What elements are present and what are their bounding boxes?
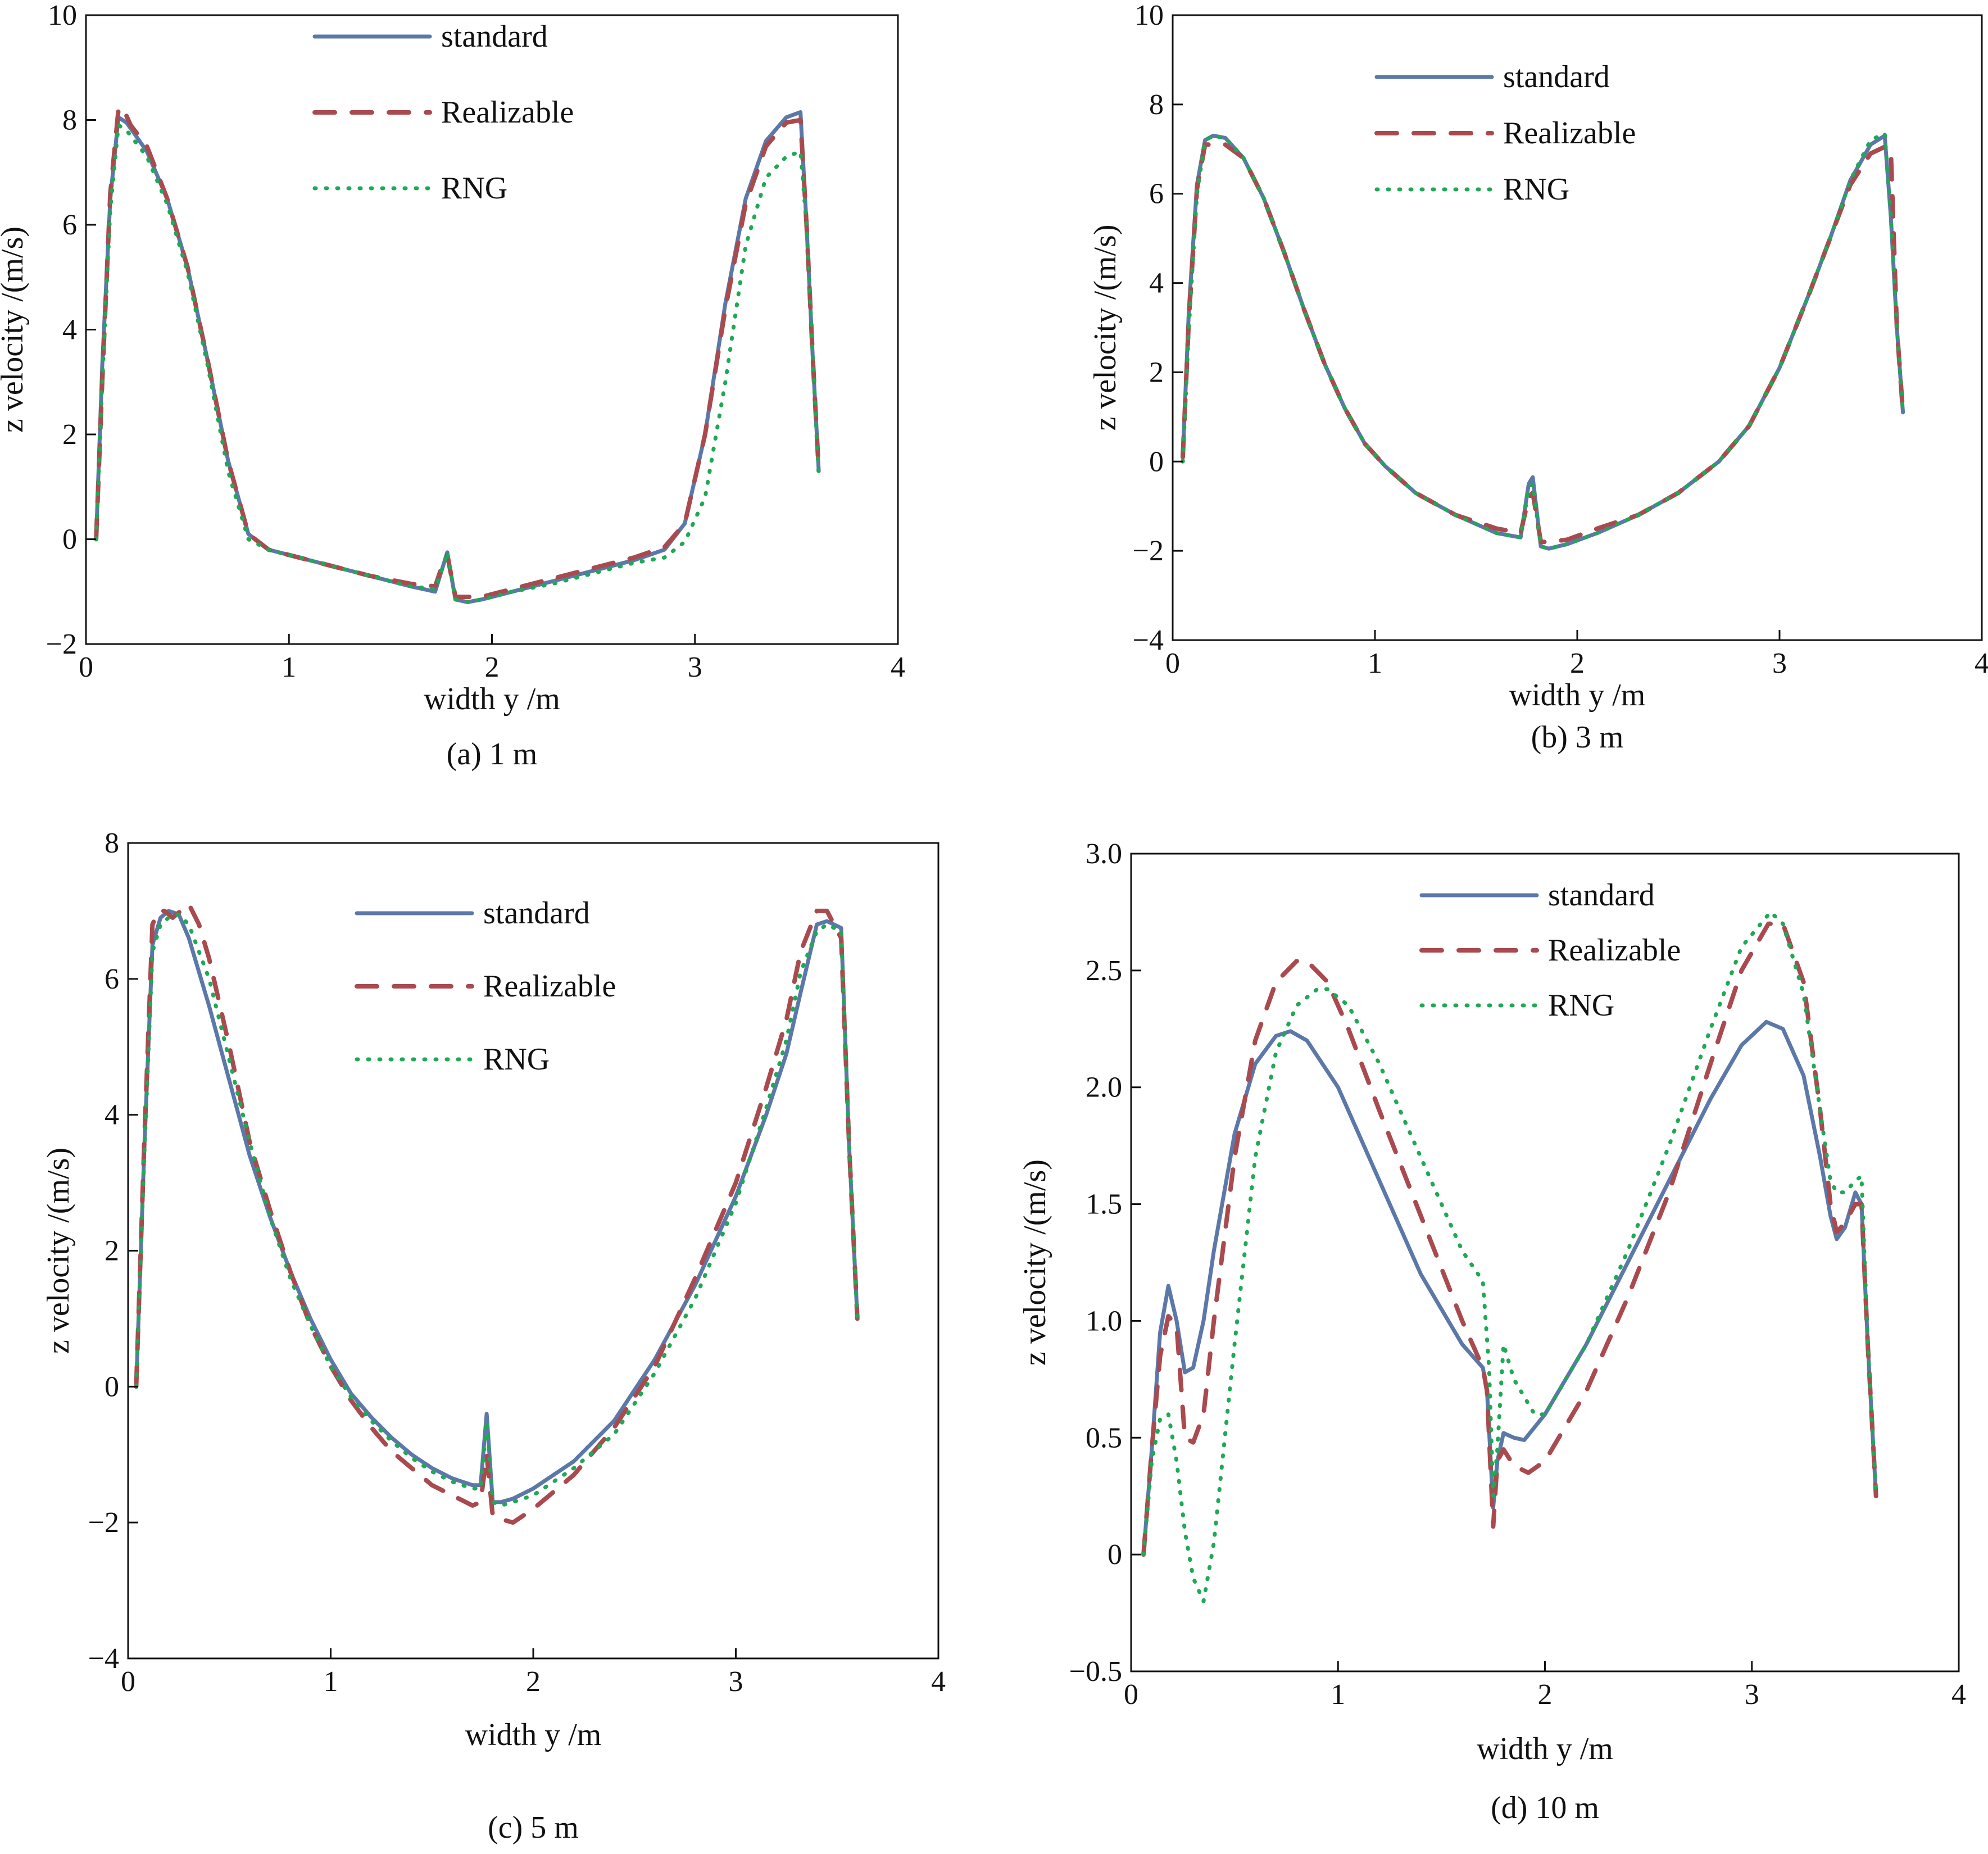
y-tick-label: 4	[105, 1099, 119, 1131]
legend: standard Realizable RNG	[1419, 878, 1681, 1023]
y-tick-label: −4	[1133, 624, 1164, 656]
series-line-realizable	[1141, 921, 1878, 1557]
y-tick-label: 10	[48, 0, 77, 31]
x-tick-label: 2	[1570, 647, 1585, 679]
x-tick-label: 2	[526, 1666, 541, 1698]
y-axis-label: z velocity /(m/s)	[41, 1148, 76, 1354]
legend-label-rng: RNG	[1548, 988, 1614, 1023]
y-tick-label: 2.0	[1086, 1072, 1122, 1104]
x-tick-label: 2	[485, 651, 500, 683]
legend-label-rng: RNG	[441, 171, 507, 206]
plot-frame	[127, 842, 939, 1660]
series-line-standard	[1141, 1019, 1878, 1557]
x-axis-label: width y /m	[424, 682, 560, 717]
y-tick-label: −2	[88, 1507, 119, 1539]
y-tick-label: −4	[88, 1643, 119, 1675]
y-tick-label: 8	[105, 827, 119, 859]
y-tick-label: 0	[105, 1371, 119, 1403]
panel-c: 0 1 2 3 4 −4 −2 0 2 4 6 8 width y /m z velocity /(m/s…	[41, 827, 946, 1845]
y-tick-label: 2.5	[1086, 955, 1122, 987]
y-tick-label: 6	[62, 209, 77, 241]
x-tick-label: 4	[931, 1666, 946, 1698]
y-tick-label: 0	[1108, 1539, 1122, 1571]
legend-label-realizable: Realizable	[1503, 116, 1636, 151]
x-tick-label: 3	[729, 1666, 743, 1698]
legend: standard Realizable RNG	[355, 896, 616, 1077]
panel-caption: (c) 5 m	[488, 1810, 579, 1845]
y-tick-label: 0	[62, 524, 77, 556]
x-tick-label: 4	[891, 651, 905, 683]
y-tick-label: 8	[62, 105, 77, 137]
legend: standard Realizable RNG	[1374, 60, 1636, 207]
series-line-realizable	[134, 901, 860, 1525]
y-tick-label: 1.5	[1086, 1189, 1122, 1221]
x-tick-label: 0	[79, 651, 93, 683]
x-tick-label: 1	[1368, 647, 1382, 679]
plot-frame	[1130, 853, 1960, 1672]
x-tick-label: 2	[1538, 1679, 1553, 1711]
series-line-rng	[1141, 910, 1878, 1603]
y-tick-label: 8	[1149, 89, 1164, 121]
y-axis-label: z velocity /(m/s)	[0, 226, 30, 433]
y-tick-label: 2	[62, 419, 77, 451]
x-axis-label: width y /m	[1477, 1731, 1613, 1766]
legend-label-standard: standard	[1503, 60, 1610, 94]
legend-label-standard: standard	[1548, 878, 1655, 913]
y-tick-label: 6	[105, 963, 119, 995]
y-tick-label: 2	[105, 1235, 119, 1267]
y-tick-label: 2	[1149, 356, 1164, 388]
y-tick-label: 1.0	[1086, 1305, 1122, 1337]
y-tick-label: 4	[62, 314, 77, 346]
x-tick-label: 3	[688, 651, 702, 683]
x-tick-label: 3	[1772, 647, 1787, 679]
y-tick-label: −0.5	[1069, 1656, 1122, 1688]
series-line-standard	[134, 909, 860, 1504]
y-tick-label: 0.5	[1086, 1422, 1122, 1454]
legend-label-standard: standard	[483, 896, 590, 931]
x-tick-label: 4	[1951, 1679, 1966, 1711]
panel-caption: (d) 10 m	[1491, 1790, 1599, 1825]
legend-label-rng: RNG	[1503, 172, 1569, 207]
y-tick-label: −2	[1133, 535, 1164, 567]
legend-label-realizable: Realizable	[483, 969, 616, 1004]
y-tick-label: 6	[1149, 178, 1164, 210]
x-tick-label: 1	[324, 1666, 338, 1698]
series-line-rng	[1181, 132, 1905, 551]
x-tick-label: 1	[1331, 1679, 1345, 1711]
y-tick-label: 4	[1149, 268, 1164, 300]
panel-caption: (b) 3 m	[1531, 720, 1624, 755]
legend-label-standard: standard	[441, 19, 548, 54]
y-axis-label: z velocity /(m/s)	[1018, 1159, 1052, 1366]
panel-caption: (a) 1 m	[447, 737, 538, 772]
x-axis-label: width y /m	[1509, 678, 1646, 713]
y-tick-label: 0	[1149, 446, 1164, 478]
legend-label-realizable: Realizable	[441, 95, 574, 130]
series-line-rng	[134, 912, 860, 1508]
x-axis-label: width y /m	[465, 1717, 602, 1752]
x-tick-label: 0	[121, 1666, 135, 1698]
x-tick-label: 1	[282, 651, 296, 683]
y-tick-label: 10	[1134, 0, 1164, 31]
legend-label-realizable: Realizable	[1548, 933, 1681, 968]
legend: standard Realizable RNG	[312, 19, 574, 206]
x-tick-label: 3	[1745, 1679, 1759, 1711]
plot-frame	[1172, 14, 1983, 641]
y-tick-label: 3.0	[1086, 838, 1122, 870]
panel-b: 0 1 2 3 4 −4 −2 0 2 4 6 8 10 width y /m z velocity /(m…	[1088, 0, 1988, 755]
series-line-realizable	[94, 105, 821, 600]
y-axis-label: z velocity /(m/s)	[1088, 224, 1123, 430]
x-tick-label: 4	[1975, 647, 1988, 679]
y-tick-label: −2	[46, 628, 77, 660]
legend-label-rng: RNG	[483, 1042, 550, 1077]
x-tick-label: 0	[1165, 647, 1180, 679]
x-tick-label: 0	[1124, 1679, 1138, 1711]
